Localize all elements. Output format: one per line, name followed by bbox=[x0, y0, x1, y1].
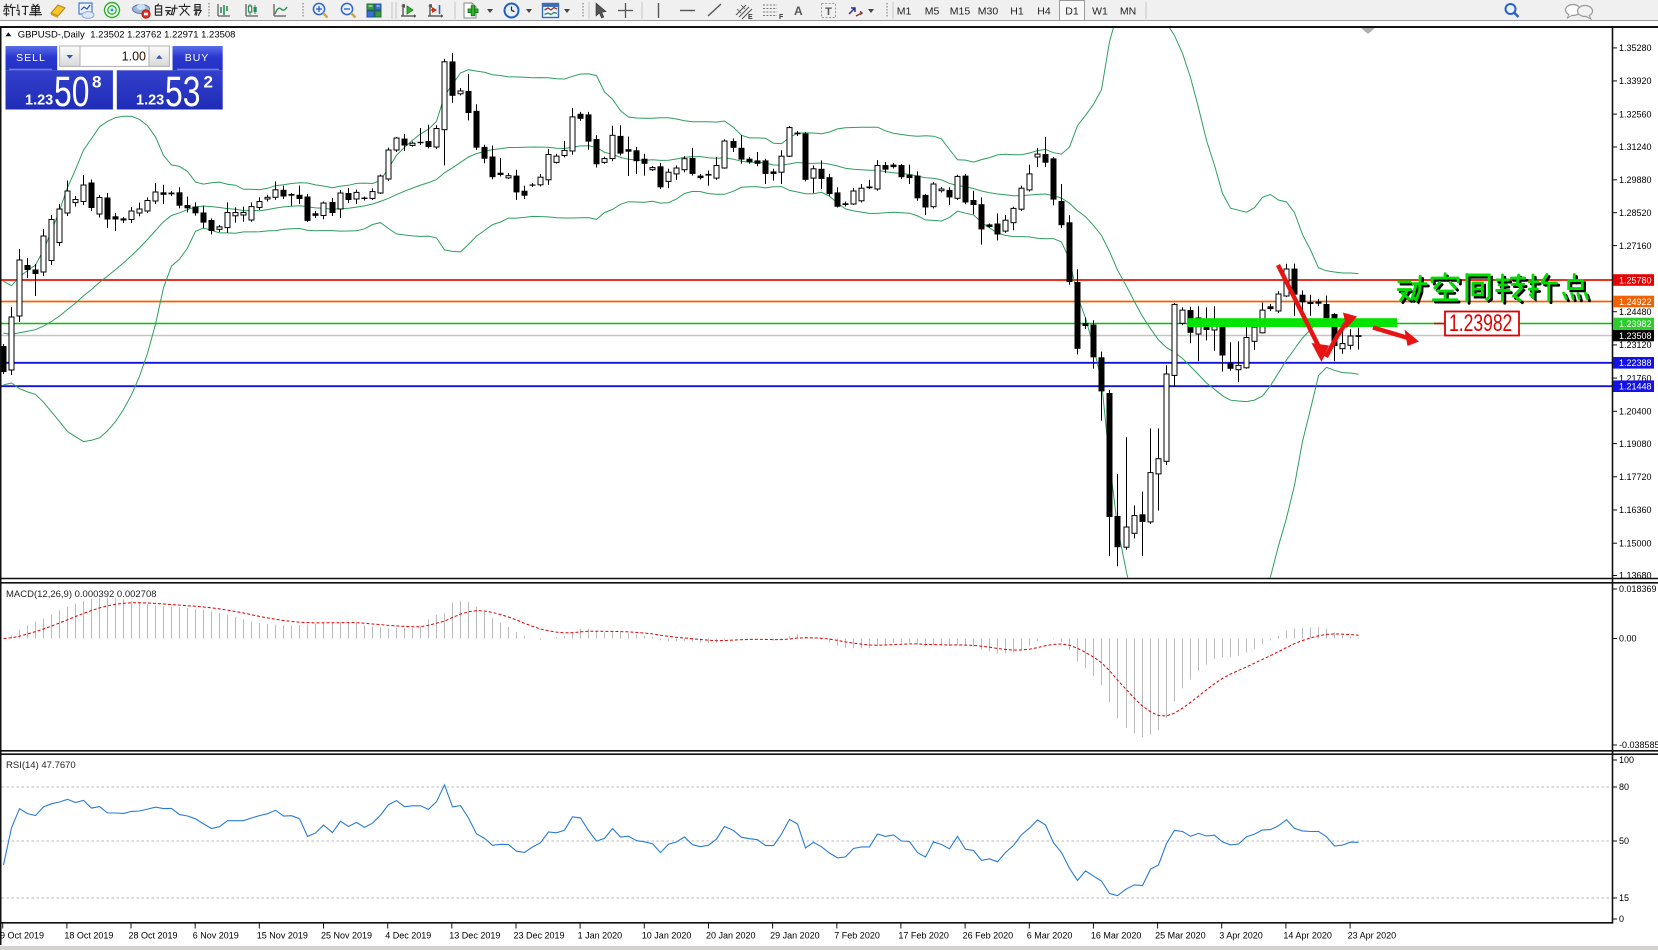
svg-text:BUY: BUY bbox=[185, 52, 210, 64]
svg-text:18 Oct 2019: 18 Oct 2019 bbox=[64, 931, 113, 941]
svg-text:8: 8 bbox=[92, 73, 101, 92]
svg-text:1.22388: 1.22388 bbox=[1619, 358, 1652, 368]
svg-text:1.23508: 1.23508 bbox=[1619, 331, 1652, 341]
svg-text:4 Dec 2019: 4 Dec 2019 bbox=[385, 931, 431, 941]
svg-text:1.25780: 1.25780 bbox=[1619, 275, 1652, 285]
svg-text:1.00: 1.00 bbox=[122, 50, 146, 64]
svg-text:SELL: SELL bbox=[16, 52, 46, 64]
svg-text:1.24480: 1.24480 bbox=[1619, 307, 1652, 317]
svg-text:1 Jan 2020: 1 Jan 2020 bbox=[578, 931, 623, 941]
svg-text:RSI(14) 47.7670: RSI(14) 47.7670 bbox=[6, 760, 76, 771]
svg-text:23 Dec 2019: 23 Dec 2019 bbox=[514, 931, 565, 941]
svg-text:9 Oct 2019: 9 Oct 2019 bbox=[0, 931, 44, 941]
svg-text:28 Oct 2019: 28 Oct 2019 bbox=[129, 931, 178, 941]
svg-text:1.35280: 1.35280 bbox=[1619, 43, 1652, 53]
svg-text:H4: H4 bbox=[1037, 6, 1051, 18]
svg-text:1.21760: 1.21760 bbox=[1619, 373, 1652, 383]
svg-text:1.33920: 1.33920 bbox=[1619, 76, 1652, 86]
svg-text:17 Feb 2020: 17 Feb 2020 bbox=[898, 931, 949, 941]
svg-text:0: 0 bbox=[1619, 914, 1624, 924]
svg-text:29 Jan 2020: 29 Jan 2020 bbox=[770, 931, 820, 941]
svg-text:6 Mar 2020: 6 Mar 2020 bbox=[1027, 931, 1073, 941]
svg-text:1.23502 1.23762 1.22971 1.2350: 1.23502 1.23762 1.22971 1.23508 bbox=[90, 30, 235, 41]
svg-text:E: E bbox=[748, 14, 753, 21]
svg-text:15: 15 bbox=[1619, 893, 1629, 903]
svg-text:7 Feb 2020: 7 Feb 2020 bbox=[834, 931, 880, 941]
svg-text:1.31240: 1.31240 bbox=[1619, 142, 1652, 152]
svg-text:15 Nov 2019: 15 Nov 2019 bbox=[257, 931, 308, 941]
svg-text:1.19080: 1.19080 bbox=[1619, 439, 1652, 449]
svg-text:1.23982: 1.23982 bbox=[1449, 310, 1512, 336]
svg-text:M15: M15 bbox=[950, 6, 971, 18]
svg-text:0.00: 0.00 bbox=[1619, 634, 1637, 644]
svg-text:1.20400: 1.20400 bbox=[1619, 407, 1652, 417]
svg-text:1.13680: 1.13680 bbox=[1619, 571, 1652, 581]
svg-text:16 Mar 2020: 16 Mar 2020 bbox=[1091, 931, 1142, 941]
svg-text:F: F bbox=[779, 14, 784, 21]
svg-text:53: 53 bbox=[165, 68, 200, 116]
svg-text:1.15000: 1.15000 bbox=[1619, 538, 1652, 548]
svg-text:1.27160: 1.27160 bbox=[1619, 241, 1652, 251]
svg-text:26 Feb 2020: 26 Feb 2020 bbox=[963, 931, 1014, 941]
svg-text:MN: MN bbox=[1120, 6, 1136, 18]
svg-text:H1: H1 bbox=[1010, 6, 1024, 18]
svg-text:50: 50 bbox=[1619, 836, 1629, 846]
svg-text:1.28520: 1.28520 bbox=[1619, 208, 1652, 218]
svg-text:20 Jan 2020: 20 Jan 2020 bbox=[706, 931, 756, 941]
svg-text:13 Dec 2019: 13 Dec 2019 bbox=[449, 931, 500, 941]
svg-text:1.23: 1.23 bbox=[25, 93, 53, 109]
svg-text:50: 50 bbox=[54, 68, 89, 116]
svg-text:25 Nov 2019: 25 Nov 2019 bbox=[321, 931, 372, 941]
svg-text:1.23120: 1.23120 bbox=[1619, 340, 1652, 350]
svg-text:2: 2 bbox=[204, 73, 213, 92]
svg-text:M1: M1 bbox=[897, 6, 912, 18]
svg-text:GBPUSD-,Daily: GBPUSD-,Daily bbox=[18, 30, 85, 41]
svg-text:80: 80 bbox=[1619, 782, 1629, 792]
svg-text:0.018369: 0.018369 bbox=[1619, 584, 1657, 594]
svg-text:25 Mar 2020: 25 Mar 2020 bbox=[1155, 931, 1206, 941]
svg-text:1.21448: 1.21448 bbox=[1619, 382, 1652, 392]
svg-text:100: 100 bbox=[1619, 755, 1634, 765]
svg-text:1.17720: 1.17720 bbox=[1619, 472, 1652, 482]
svg-text:14 Apr 2020: 14 Apr 2020 bbox=[1283, 931, 1332, 941]
svg-text:M5: M5 bbox=[925, 6, 940, 18]
svg-text:W1: W1 bbox=[1092, 6, 1108, 18]
svg-text:23 Apr 2020: 23 Apr 2020 bbox=[1348, 931, 1397, 941]
svg-text:3 Apr 2020: 3 Apr 2020 bbox=[1219, 931, 1263, 941]
svg-text:1.23: 1.23 bbox=[136, 93, 164, 109]
svg-text:T: T bbox=[825, 6, 832, 18]
svg-text:1.23982: 1.23982 bbox=[1619, 319, 1652, 329]
svg-text:D1: D1 bbox=[1065, 6, 1079, 18]
svg-text:1.16360: 1.16360 bbox=[1619, 505, 1652, 515]
svg-text:MACD(12,26,9) 0.000392 0.00270: MACD(12,26,9) 0.000392 0.002708 bbox=[6, 589, 157, 600]
svg-text:A: A bbox=[794, 4, 803, 18]
svg-text:10 Jan 2020: 10 Jan 2020 bbox=[642, 931, 692, 941]
svg-text:1.24922: 1.24922 bbox=[1619, 297, 1652, 307]
svg-text:1.29880: 1.29880 bbox=[1619, 175, 1652, 185]
svg-text:-0.038585: -0.038585 bbox=[1619, 740, 1658, 750]
svg-text:6 Nov 2019: 6 Nov 2019 bbox=[193, 931, 239, 941]
svg-text:1.32560: 1.32560 bbox=[1619, 109, 1652, 119]
svg-text:M30: M30 bbox=[978, 6, 999, 18]
